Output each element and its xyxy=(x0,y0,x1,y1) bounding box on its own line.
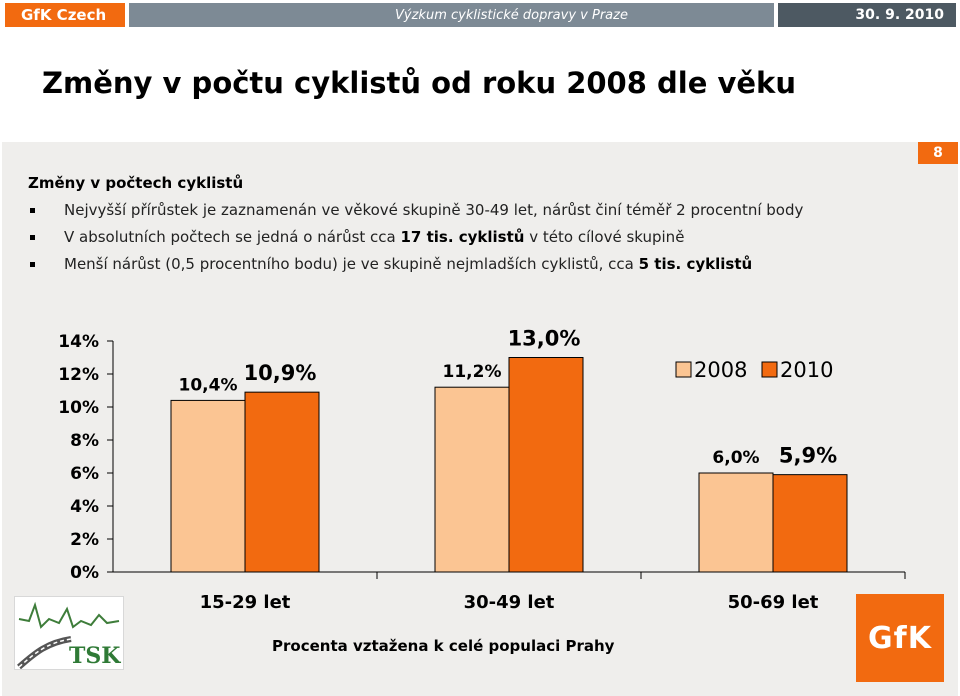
bar-chart: 0% 2% 4% 6% 8% 10% 12% 14% 15-29 let 10,4% 10,9% 30… xyxy=(58,327,906,613)
category-label: 15-29 let xyxy=(200,592,291,613)
summary-bullet: Nejvyšší přírůstek je zaznamenán ve věko… xyxy=(30,198,803,225)
bar xyxy=(434,386,510,573)
header-date: 30. 9. 2010 xyxy=(778,3,956,27)
y-tick-label: 8% xyxy=(70,431,99,451)
bar xyxy=(244,391,320,573)
y-tick-label: 10% xyxy=(58,398,99,418)
summary-heading: Změny v počtech cyklistů xyxy=(28,174,244,192)
category-label: 30-49 let xyxy=(464,592,555,613)
slide-number: 8 xyxy=(918,142,958,164)
data-label: 10,9% xyxy=(244,361,317,385)
data-label: 5,9% xyxy=(779,444,837,468)
legend-label: 2010 xyxy=(780,358,833,382)
bar xyxy=(170,399,246,573)
page-title: Změny v počtu cyklistů od roku 2008 dle … xyxy=(42,66,796,100)
tsk-logo: TSK xyxy=(14,596,124,670)
header-project: Výzkum cyklistické dopravy v Praze xyxy=(129,3,774,27)
legend-swatch xyxy=(761,361,778,378)
chart-footnote: Procenta vztažena k celé populaci Prahy xyxy=(272,637,615,655)
data-label: 11,2% xyxy=(443,362,502,382)
gfk-logo: GfK xyxy=(856,594,944,682)
y-tick-label: 4% xyxy=(70,497,99,517)
summary-bullets: Nejvyšší přírůstek je zaznamenán ve věko… xyxy=(30,198,803,279)
y-tick-label: 0% xyxy=(70,563,99,583)
header-brand: GfK Czech xyxy=(5,3,125,27)
category-label: 50-69 let xyxy=(728,592,819,613)
bar xyxy=(508,357,584,573)
svg-text:TSK: TSK xyxy=(69,643,121,669)
data-label: 13,0% xyxy=(508,327,581,351)
data-label: 10,4% xyxy=(179,375,238,395)
legend-label: 2008 xyxy=(694,358,747,382)
legend-swatch xyxy=(675,361,692,378)
y-tick-label: 6% xyxy=(70,464,99,484)
header-bar: GfK Czech Výzkum cyklistické dopravy v P… xyxy=(0,0,960,30)
y-tick-label: 2% xyxy=(70,530,99,550)
bar xyxy=(698,472,774,573)
data-label: 6,0% xyxy=(712,448,759,468)
y-tick-label: 14% xyxy=(58,332,99,352)
summary-bullet: V absolutních počtech se jedná o nárůst … xyxy=(30,225,803,252)
y-tick-label: 12% xyxy=(58,365,99,385)
summary-bullet: Menší nárůst (0,5 procentního bodu) je v… xyxy=(30,252,803,279)
bar xyxy=(772,474,848,573)
tsk-graph-icon: TSK xyxy=(17,601,121,670)
